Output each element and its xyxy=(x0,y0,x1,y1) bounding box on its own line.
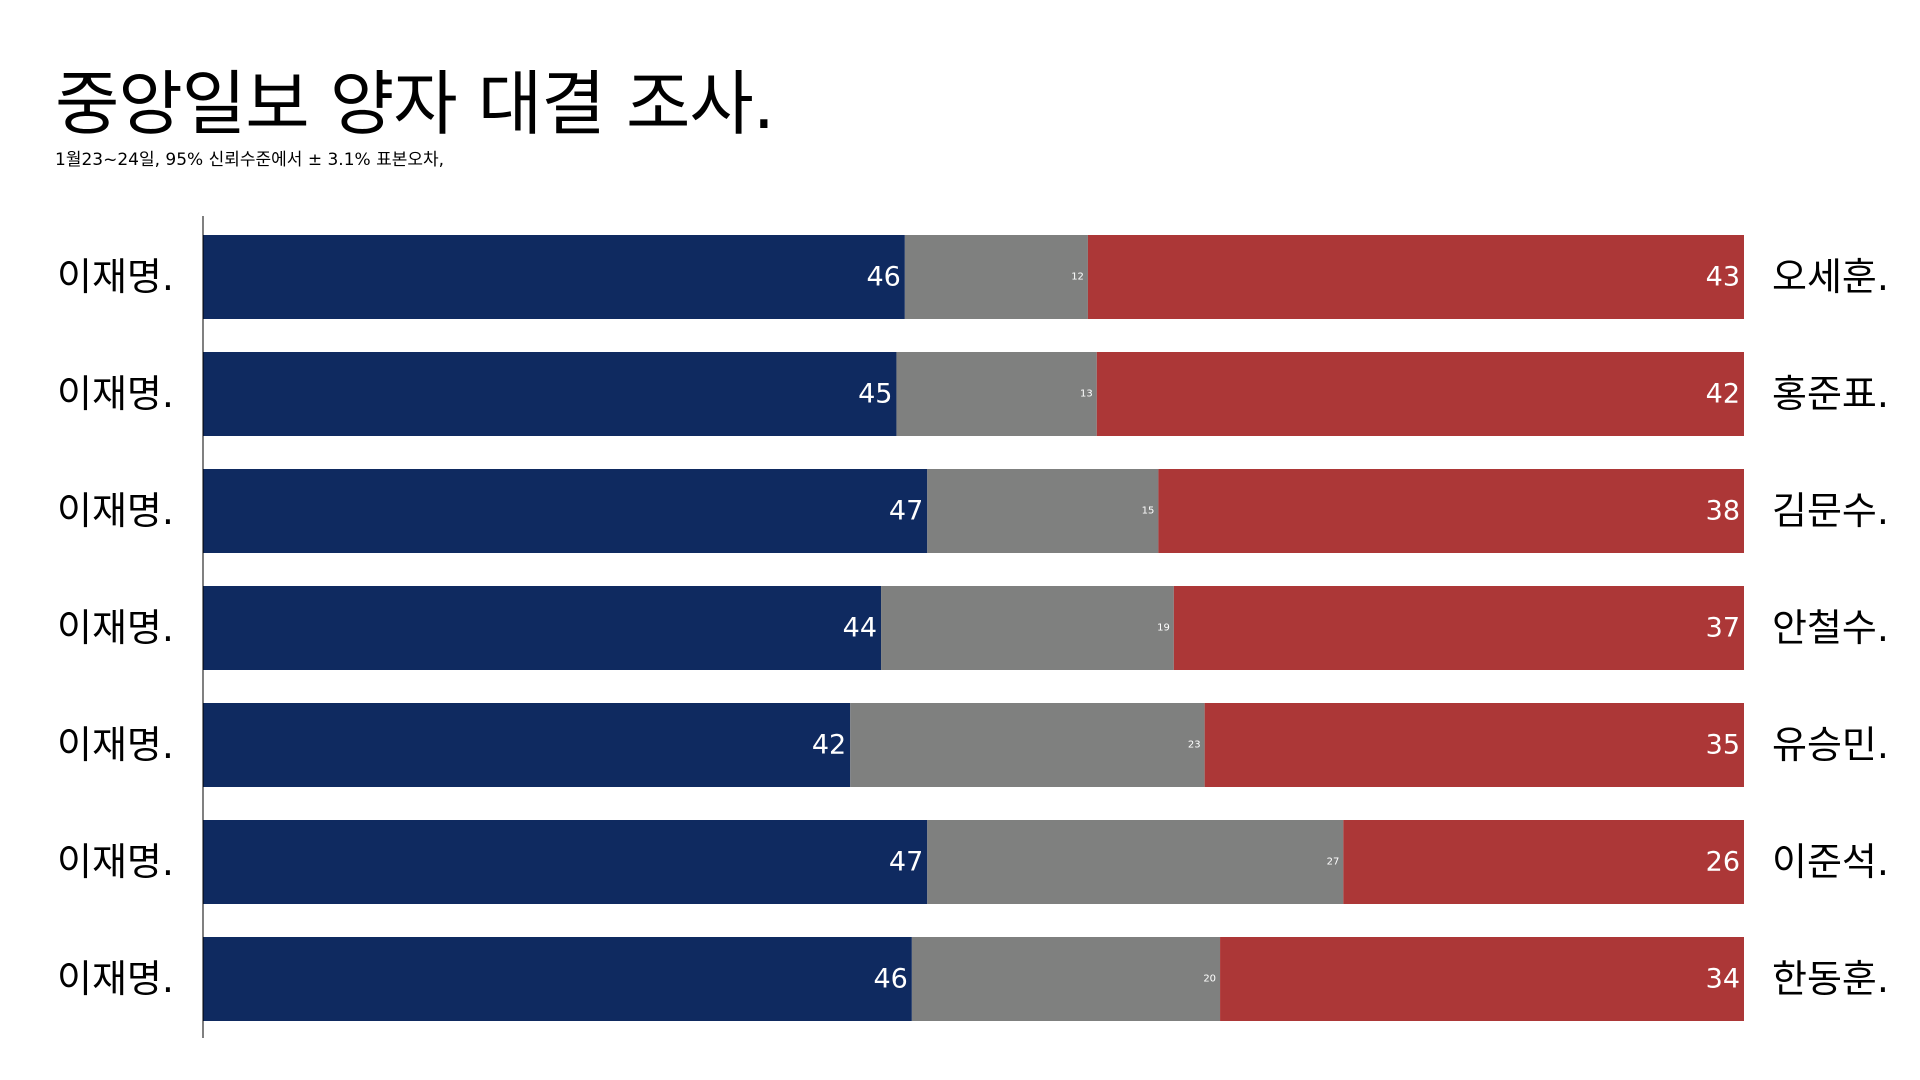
value-label-middle: 15 xyxy=(1142,506,1155,517)
right-candidate-label: 오세훈. xyxy=(1772,255,1889,299)
bar-right-segment xyxy=(1173,586,1744,670)
value-label-right: 42 xyxy=(1706,379,1740,410)
left-candidate-label: 이재명. xyxy=(57,489,174,533)
right-candidate-label: 한동훈. xyxy=(1772,957,1889,1001)
value-label-left: 45 xyxy=(858,379,892,410)
bar-left-segment xyxy=(203,469,928,553)
chart-subtitle: 1월23~24일, 95% 신뢰수준에서 ± 3.1% 표본오차, xyxy=(55,150,445,170)
value-label-left: 47 xyxy=(889,847,923,878)
left-candidate-label: 이재명. xyxy=(57,606,174,650)
bar-right-segment xyxy=(1343,820,1744,904)
bar-right-segment xyxy=(1204,703,1744,787)
value-label-middle: 13 xyxy=(1080,389,1093,400)
value-label-right: 35 xyxy=(1706,730,1740,761)
bar-middle-segment xyxy=(881,586,1174,670)
left-candidate-label: 이재명. xyxy=(57,255,174,299)
right-candidate-label: 홍준표. xyxy=(1772,372,1889,416)
bar-middle-segment xyxy=(927,469,1159,553)
value-label-right: 26 xyxy=(1706,847,1740,878)
value-label-middle: 12 xyxy=(1071,272,1084,283)
bar-right-segment xyxy=(1087,235,1744,319)
value-label-middle: 20 xyxy=(1203,974,1216,985)
left-candidate-label: 이재명. xyxy=(57,840,174,884)
chart-title: 중앙일보 양자 대결 조사. xyxy=(55,63,775,145)
right-candidate-label: 유승민. xyxy=(1772,723,1889,767)
bar-left-segment xyxy=(203,586,882,670)
left-candidate-label: 이재명. xyxy=(57,723,174,767)
value-label-middle: 27 xyxy=(1327,857,1340,868)
value-label-right: 34 xyxy=(1706,964,1740,995)
value-label-right: 38 xyxy=(1706,496,1740,527)
bar-right-segment xyxy=(1158,469,1744,553)
bar-middle-segment xyxy=(927,820,1344,904)
value-label-middle: 23 xyxy=(1188,740,1201,751)
bar-right-segment xyxy=(1096,352,1744,436)
value-label-right: 43 xyxy=(1706,262,1740,293)
bar-right-segment xyxy=(1220,937,1744,1021)
right-candidate-label: 이준석. xyxy=(1772,840,1889,884)
bar-middle-segment xyxy=(896,352,1097,436)
bar-middle-segment xyxy=(911,937,1221,1021)
value-label-left: 46 xyxy=(874,964,908,995)
bar-middle-segment xyxy=(904,235,1088,319)
bar-middle-segment xyxy=(850,703,1205,787)
value-label-middle: 19 xyxy=(1157,623,1170,634)
bar-left-segment xyxy=(203,352,897,436)
bar-left-segment xyxy=(203,703,851,787)
right-candidate-label: 김문수. xyxy=(1772,489,1889,533)
bar-left-segment xyxy=(203,235,905,319)
value-label-left: 42 xyxy=(812,730,846,761)
value-label-left: 44 xyxy=(843,613,877,644)
value-label-left: 47 xyxy=(889,496,923,527)
bar-left-segment xyxy=(203,820,928,904)
left-candidate-label: 이재명. xyxy=(57,957,174,1001)
right-candidate-label: 안철수. xyxy=(1772,606,1889,650)
value-label-right: 37 xyxy=(1706,613,1740,644)
bar-left-segment xyxy=(203,937,912,1021)
left-candidate-label: 이재명. xyxy=(57,372,174,416)
value-label-left: 46 xyxy=(866,262,900,293)
